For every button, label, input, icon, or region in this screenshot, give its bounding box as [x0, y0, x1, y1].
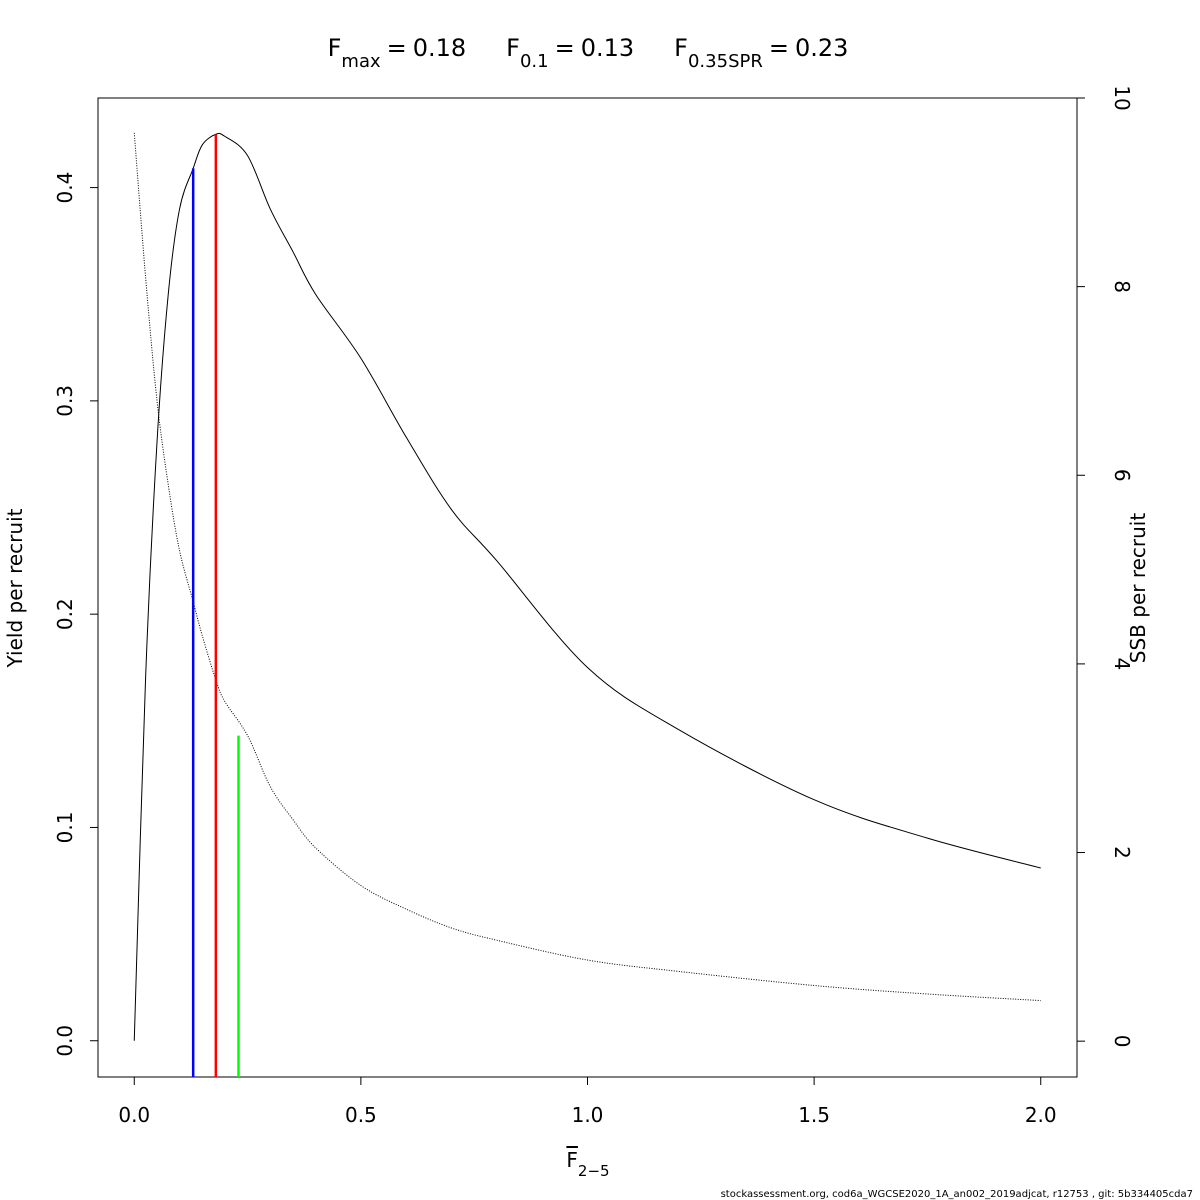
y-axis-label: Yield per recruit	[3, 508, 27, 668]
title-sign: =	[555, 34, 575, 62]
x-tick-label: 2.0	[1025, 1103, 1057, 1127]
x-tick-label: 0.5	[345, 1103, 377, 1127]
y-tick-label: 0.1	[53, 812, 77, 844]
title-value: 0.23	[795, 34, 848, 62]
y-tick-label: 0.4	[53, 172, 77, 204]
x-label-symbol: F	[566, 1148, 578, 1172]
footer: stockassessment.org, cod6a_WGCSE2020_1A_…	[721, 1189, 1193, 1200]
y2-tick-label: 2	[1110, 846, 1134, 859]
title-value: 0.13	[581, 34, 634, 62]
title-subscript: 0.35SPR	[688, 51, 763, 72]
title-value: 0.18	[413, 34, 466, 62]
y2-axis-label: SSB per recruit	[1126, 513, 1150, 664]
series-line	[133, 132, 1041, 1002]
y-tick-label: 0.2	[53, 598, 77, 630]
y2-tick-label: 0	[1110, 1035, 1134, 1048]
chart-title: Fmax = 0.18 F0.1 = 0.13 F0.35SPR = 0.23	[328, 34, 849, 72]
x-label-subscript: 2−5	[578, 1162, 610, 1180]
y2-tick-label: 4	[1110, 658, 1134, 671]
title-sign: =	[387, 34, 407, 62]
y-tick-label: 0.0	[53, 1025, 77, 1057]
title-sign: =	[769, 34, 789, 62]
title-subscript: max	[341, 51, 381, 72]
series-line	[133, 132, 1041, 1041]
y2-tick-label: 8	[1110, 280, 1134, 293]
x-tick-label: 1.0	[572, 1103, 604, 1127]
y-tick-label: 0.3	[53, 385, 77, 417]
y2-tick-label: 10	[1110, 85, 1134, 110]
title-subscript: 0.1	[520, 51, 549, 72]
x-tick-label: 0.0	[118, 1103, 150, 1127]
title-symbol: F	[674, 34, 688, 62]
plot-frame	[97, 97, 1078, 1078]
title-symbol: F	[506, 34, 520, 62]
y2-tick-label: 6	[1110, 469, 1134, 482]
x-axis-label: F2−5	[566, 1148, 609, 1180]
x-tick-label: 1.5	[798, 1103, 830, 1127]
title-symbol: F	[328, 34, 342, 62]
